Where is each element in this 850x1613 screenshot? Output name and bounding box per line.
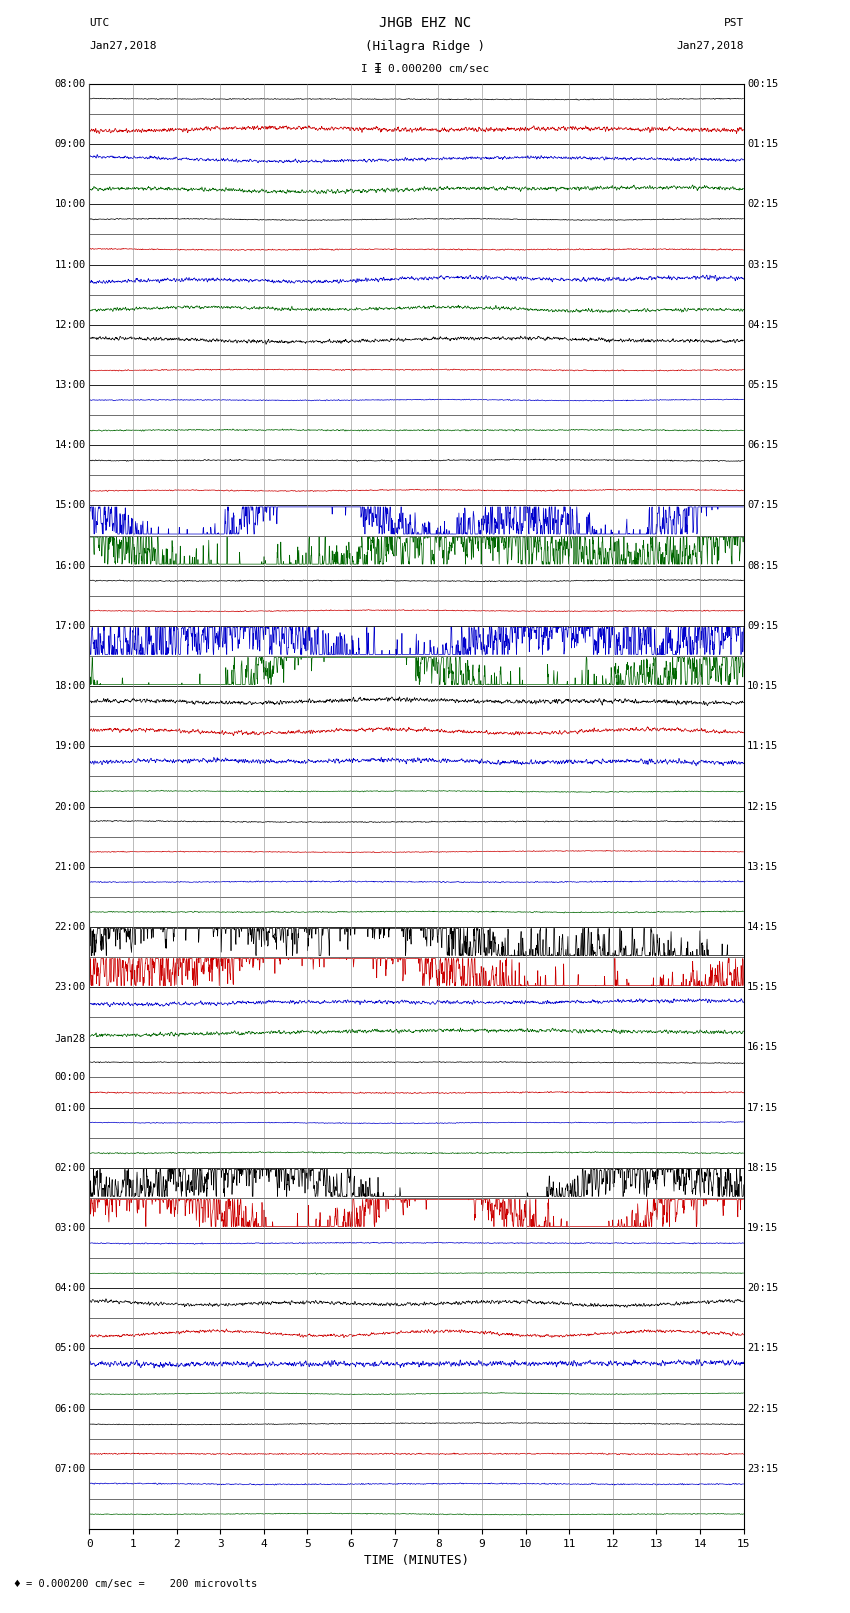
Text: 11:15: 11:15 [747,742,779,752]
Text: 12:00: 12:00 [54,319,86,329]
Text: 09:00: 09:00 [54,139,86,148]
Text: 21:15: 21:15 [747,1344,779,1353]
Text: I: I [374,61,382,76]
Text: 16:15: 16:15 [747,1042,779,1052]
Text: (Hilagra Ridge ): (Hilagra Ridge ) [365,40,485,53]
Text: 05:00: 05:00 [54,1344,86,1353]
Text: Jan27,2018: Jan27,2018 [677,42,744,52]
Text: 00:15: 00:15 [747,79,779,89]
Text: 05:15: 05:15 [747,381,779,390]
Text: 01:00: 01:00 [54,1103,86,1113]
Text: 15:15: 15:15 [747,982,779,992]
Text: 04:00: 04:00 [54,1284,86,1294]
Text: 01:15: 01:15 [747,139,779,148]
Text: 10:00: 10:00 [54,200,86,210]
Text: 14:00: 14:00 [54,440,86,450]
Text: 10:15: 10:15 [747,681,779,690]
Text: 17:00: 17:00 [54,621,86,631]
X-axis label: TIME (MINUTES): TIME (MINUTES) [364,1555,469,1568]
Text: 23:00: 23:00 [54,982,86,992]
Text: 16:00: 16:00 [54,561,86,571]
Text: 09:15: 09:15 [747,621,779,631]
Text: 04:15: 04:15 [747,319,779,329]
Text: 14:15: 14:15 [747,923,779,932]
Text: 13:00: 13:00 [54,381,86,390]
Text: = 0.000200 cm/sec =    200 microvolts: = 0.000200 cm/sec = 200 microvolts [26,1579,257,1589]
Text: 23:15: 23:15 [747,1465,779,1474]
Text: I = 0.000200 cm/sec: I = 0.000200 cm/sec [361,65,489,74]
Text: 03:00: 03:00 [54,1223,86,1232]
Text: 06:15: 06:15 [747,440,779,450]
Text: UTC: UTC [89,18,110,29]
Text: 11:00: 11:00 [54,260,86,269]
Text: 12:15: 12:15 [747,802,779,811]
Text: Jan28: Jan28 [54,1034,86,1044]
Text: 00:00: 00:00 [54,1073,86,1082]
Text: Jan27,2018: Jan27,2018 [89,42,156,52]
Text: 07:00: 07:00 [54,1465,86,1474]
Text: 08:00: 08:00 [54,79,86,89]
Text: 19:15: 19:15 [747,1223,779,1232]
Text: 02:00: 02:00 [54,1163,86,1173]
Text: JHGB EHZ NC: JHGB EHZ NC [379,16,471,31]
Text: 20:15: 20:15 [747,1284,779,1294]
Text: 22:15: 22:15 [747,1403,779,1413]
Text: 15:00: 15:00 [54,500,86,510]
Text: 07:15: 07:15 [747,500,779,510]
Text: 18:00: 18:00 [54,681,86,690]
Text: 22:00: 22:00 [54,923,86,932]
Text: 08:15: 08:15 [747,561,779,571]
Text: 02:15: 02:15 [747,200,779,210]
Text: 19:00: 19:00 [54,742,86,752]
Text: 13:15: 13:15 [747,861,779,871]
Text: 17:15: 17:15 [747,1103,779,1113]
Text: 21:00: 21:00 [54,861,86,871]
Text: PST: PST [723,18,744,29]
Text: 03:15: 03:15 [747,260,779,269]
Text: ♦: ♦ [13,1579,21,1589]
Text: 20:00: 20:00 [54,802,86,811]
Text: 06:00: 06:00 [54,1403,86,1413]
Text: 18:15: 18:15 [747,1163,779,1173]
